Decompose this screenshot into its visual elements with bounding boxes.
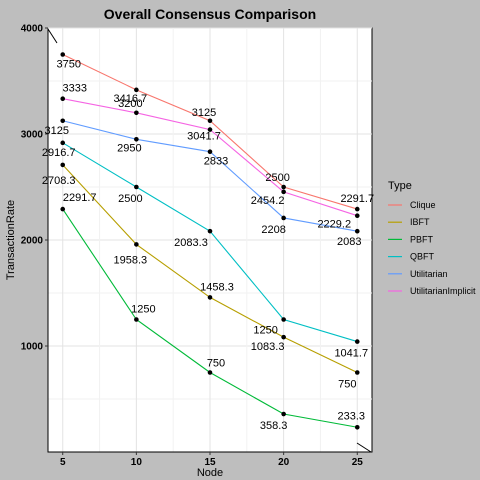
- data-point: [207, 127, 213, 132]
- y-tick-label: 1000: [21, 342, 44, 353]
- x-tick-label: 25: [352, 457, 364, 468]
- data-label: 358.3: [260, 420, 288, 432]
- chart-title: Overall Consensus Comparison: [104, 6, 316, 22]
- data-label: 1083.3: [251, 341, 285, 353]
- data-label: 3750: [56, 59, 80, 71]
- data-label: 2708.3: [42, 175, 76, 187]
- legend-label: IBFT: [410, 217, 430, 227]
- data-label: 3333: [62, 83, 86, 95]
- data-point: [207, 295, 213, 300]
- data-point: [134, 184, 139, 190]
- data-label: 2950: [117, 142, 141, 154]
- data-point: [281, 215, 286, 221]
- x-axis-label: Node: [197, 467, 223, 479]
- data-point: [134, 242, 139, 247]
- data-point: [60, 52, 66, 57]
- x-axis-arrowhead: [356, 442, 372, 453]
- data-point: [354, 206, 360, 212]
- data-label: 2833: [204, 156, 228, 168]
- data-label: 2229.2: [317, 219, 351, 231]
- data-point: [281, 317, 286, 322]
- data-label: 1958.3: [114, 254, 148, 266]
- x-tick-label: 5: [60, 457, 66, 468]
- x-tick-label: 20: [278, 457, 290, 468]
- data-point: [134, 110, 139, 116]
- data-point: [281, 411, 286, 417]
- data-point: [60, 140, 66, 146]
- data-label: 1250: [131, 304, 155, 316]
- data-label: 1458.3: [200, 281, 234, 293]
- data-point: [60, 96, 66, 102]
- data-label: 2083.3: [174, 237, 208, 249]
- data-label: 2916.7: [42, 147, 76, 159]
- data-point: [60, 206, 66, 212]
- data-point: [354, 424, 360, 430]
- data-point: [207, 228, 213, 234]
- y-tick-label: 2000: [21, 236, 44, 247]
- data-label: 2500: [265, 172, 289, 184]
- data-label: 3041.7: [187, 131, 221, 143]
- data-point: [354, 370, 360, 375]
- data-point: [134, 137, 139, 142]
- data-point: [207, 370, 213, 375]
- y-axis-arrowhead: [47, 28, 58, 44]
- data-point: [60, 162, 66, 168]
- data-labels: 3750 3416.7 3125 2500 2291.7 2708.3 1958.3 1458…: [42, 59, 374, 433]
- data-point: [354, 339, 360, 344]
- legend-label: QBFT: [410, 252, 435, 262]
- data-point: [354, 228, 360, 234]
- data-point: [354, 213, 360, 219]
- y-tick-label: 4000: [21, 24, 44, 35]
- data-label: 1250: [253, 325, 277, 337]
- data-points: [60, 52, 360, 430]
- legend-label: Utilitarian: [410, 269, 448, 279]
- data-point: [207, 149, 213, 155]
- data-label: 750: [338, 379, 356, 391]
- legend-label: UtilitarianImplicit: [410, 286, 476, 296]
- x-tick-label: 10: [131, 457, 143, 468]
- data-label: 2083: [337, 236, 361, 248]
- data-label: 3125: [192, 107, 216, 119]
- x-tick-label: 15: [204, 457, 216, 468]
- data-point: [281, 334, 286, 340]
- data-label: 2291.7: [340, 193, 374, 205]
- data-label: 2208: [261, 224, 285, 236]
- data-label: 3416.7: [114, 93, 148, 105]
- data-point: [281, 189, 286, 195]
- data-point: [134, 87, 139, 93]
- y-axis-label: TransactionRate: [5, 200, 17, 280]
- data-label: 3125: [44, 125, 68, 137]
- axes: 1000 2000 3000 4000 5 10 15 20 25: [21, 24, 372, 468]
- y-tick-label: 3000: [21, 130, 44, 141]
- data-label: 233.3: [338, 410, 366, 422]
- data-label: 1041.7: [334, 348, 368, 360]
- data-label: 750: [207, 358, 225, 370]
- legend-title: Type: [388, 180, 412, 192]
- data-label: 2291.7: [63, 192, 97, 204]
- data-point: [60, 118, 66, 124]
- legend-label: PBFT: [410, 234, 434, 244]
- data-point: [207, 118, 213, 124]
- legend-label: Clique: [410, 200, 436, 210]
- legend: Type Clique IBFT PBFT QBFT Utilitarian Utilit…: [388, 180, 476, 296]
- data-point: [281, 184, 286, 190]
- data-label: 3200: [118, 98, 142, 110]
- data-label: 2454.2: [251, 195, 285, 207]
- data-label: 2500: [118, 193, 142, 205]
- data-point: [134, 317, 139, 322]
